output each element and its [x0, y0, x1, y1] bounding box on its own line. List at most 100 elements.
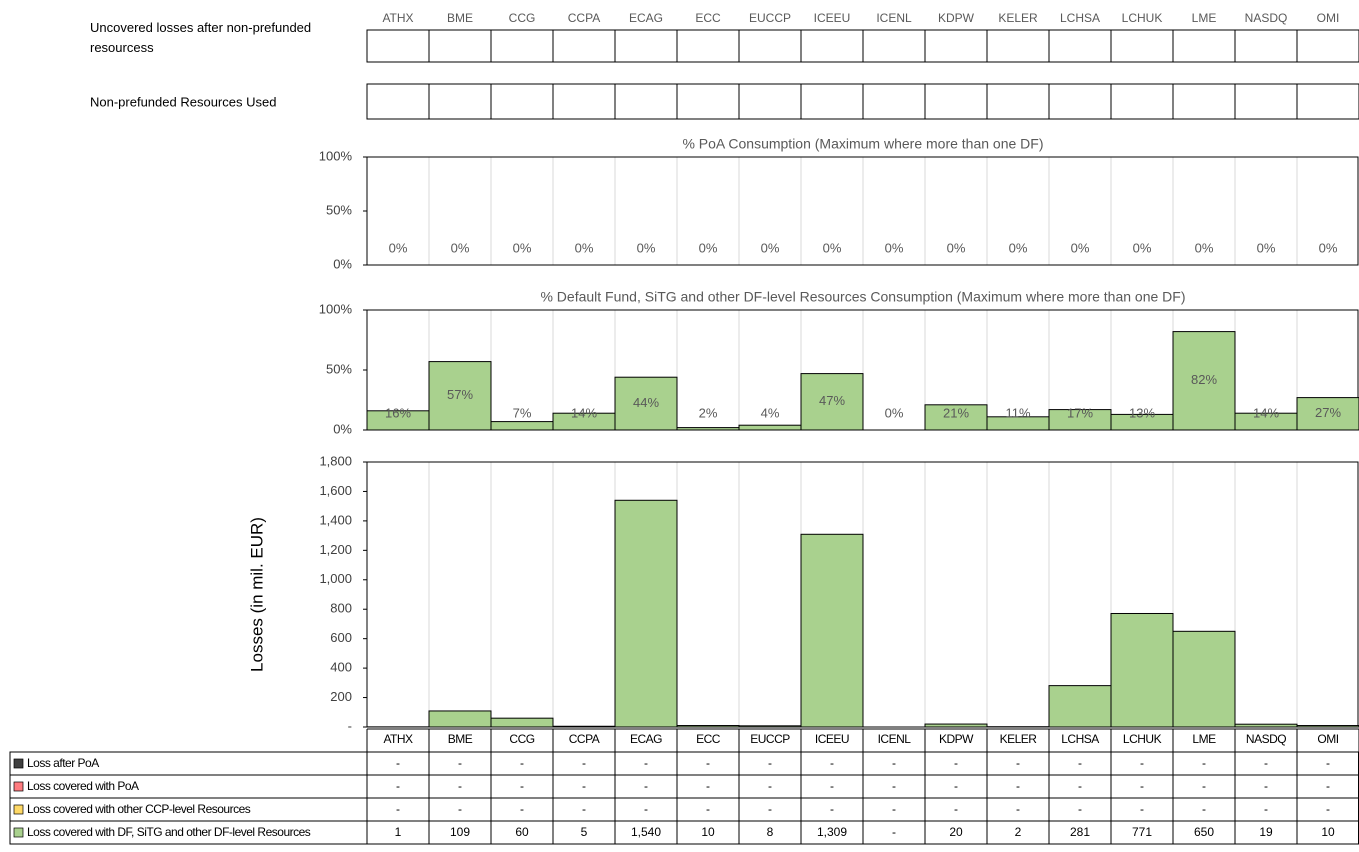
table-value: 5: [581, 825, 588, 839]
empty-cell: [1172, 29, 1236, 63]
column-header: KDPW: [938, 11, 975, 25]
value-label: 13%: [1129, 405, 1155, 420]
bar: [614, 376, 678, 431]
x-tick-label: ECAG: [630, 732, 662, 746]
value-label: 14%: [1253, 405, 1279, 420]
bar: [490, 421, 554, 431]
bar-segment: [428, 710, 492, 728]
table-value: -: [706, 756, 710, 770]
y-tick-label: 50%: [326, 202, 352, 217]
x-tick-label: KDPW: [939, 732, 974, 746]
column-header: CCG: [509, 11, 536, 25]
x-tick-label: LCHUK: [1123, 732, 1162, 746]
legend-swatch: [13, 804, 24, 815]
column-header: CCPA: [568, 11, 600, 25]
bar: [1172, 331, 1236, 431]
value-label: 0%: [637, 240, 656, 255]
table-value: -: [1264, 802, 1268, 816]
bar-segment: [1172, 630, 1236, 728]
value-label: 4%: [761, 405, 780, 420]
bar-segment: [1234, 723, 1298, 728]
table-value: 281: [1070, 825, 1090, 839]
empty-cell: [428, 83, 492, 120]
empty-cell: [986, 29, 1050, 63]
table-value: -: [768, 756, 772, 770]
empty-cell: [676, 29, 740, 63]
table-value: 10: [701, 825, 715, 839]
table-value: 8: [767, 825, 774, 839]
empty-cell: [862, 83, 926, 120]
table-value: 1,540: [631, 825, 661, 839]
y-tick-label: -: [348, 718, 352, 733]
empty-cell: [552, 29, 616, 63]
empty-cell: [490, 83, 554, 120]
bar: [1296, 397, 1359, 431]
value-label: 21%: [943, 405, 969, 420]
table-value: -: [1202, 756, 1206, 770]
empty-cell: [614, 29, 678, 63]
column-header: BME: [447, 11, 473, 25]
column-header: EUCCP: [749, 11, 791, 25]
chart-title: % Default Fund, SiTG and other DF-level …: [540, 289, 1185, 305]
value-label: 17%: [1067, 405, 1093, 420]
value-label: 0%: [699, 240, 718, 255]
y-tick-label: 100%: [319, 301, 353, 316]
column-header: LME: [1192, 11, 1217, 25]
empty-cell: [428, 29, 492, 63]
column-header: KELER: [998, 11, 1038, 25]
y-tick-label: 50%: [326, 361, 352, 376]
value-label: 44%: [633, 395, 659, 410]
table-value: -: [1326, 802, 1330, 816]
table-row: [9, 751, 1359, 776]
empty-cell: [1172, 83, 1236, 120]
empty-cell: [738, 29, 802, 63]
value-label: 82%: [1191, 372, 1217, 387]
x-tick-label: CCG: [509, 732, 534, 746]
value-label: 7%: [513, 405, 532, 420]
row-label: Uncovered losses after non-prefunded res…: [90, 20, 312, 55]
table-value: -: [458, 756, 462, 770]
column-header: LCHSA: [1060, 11, 1100, 25]
empty-cell: [614, 83, 678, 120]
y-tick-label: 0%: [333, 421, 352, 436]
y-axis-title: Losses (in mil. EUR): [247, 517, 266, 672]
empty-cell: [738, 83, 802, 120]
table-value: -: [520, 756, 524, 770]
y-tick-label: 600: [330, 630, 352, 645]
table-value: -: [520, 779, 524, 793]
bar: [428, 361, 492, 431]
bar-segment: [1048, 685, 1112, 728]
x-tick-label: CCPA: [569, 732, 600, 746]
table-value: -: [644, 756, 648, 770]
value-label: 57%: [447, 387, 473, 402]
legend-label: Loss after PoA: [27, 756, 99, 770]
empty-cell: [986, 83, 1050, 120]
table-value: -: [644, 779, 648, 793]
table-value: -: [396, 756, 400, 770]
table-value: 771: [1132, 825, 1152, 839]
empty-cell: [1048, 29, 1112, 63]
value-label: 0%: [389, 240, 408, 255]
value-label: 47%: [819, 393, 845, 408]
y-tick-label: 200: [330, 689, 352, 704]
column-header: ICEEU: [814, 11, 851, 25]
table-value: -: [396, 779, 400, 793]
table-value: -: [582, 802, 586, 816]
bar: [738, 424, 802, 431]
value-label: 14%: [571, 405, 597, 420]
row-label: Non-prefunded Resources Used: [90, 94, 276, 109]
value-label: 0%: [1133, 240, 1152, 255]
y-tick-label: 800: [330, 601, 352, 616]
x-tick-label: BME: [448, 732, 473, 746]
value-label: 0%: [885, 240, 904, 255]
value-label: 0%: [947, 240, 966, 255]
table-value: 2: [1015, 825, 1022, 839]
value-label: 0%: [575, 240, 594, 255]
legend-swatch: [13, 827, 24, 838]
x-tick-label: NASDQ: [1246, 732, 1286, 746]
bar: [676, 427, 740, 431]
value-label: 0%: [1009, 240, 1028, 255]
y-tick-label: 1,800: [319, 453, 352, 468]
x-tick-label: ICENL: [878, 732, 912, 746]
empty-cell: [862, 29, 926, 63]
